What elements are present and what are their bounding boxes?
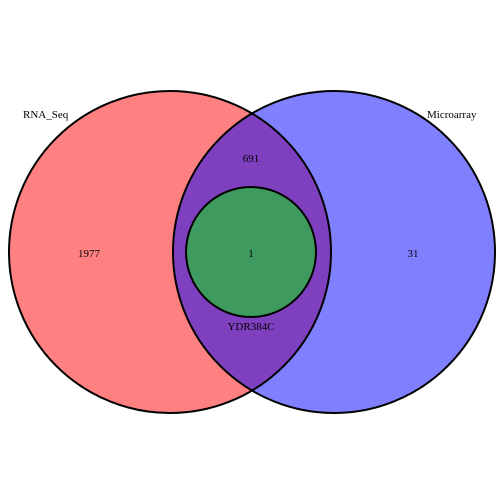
- inner-subset-label: YDR384C: [227, 321, 274, 333]
- microarray-outline: [172, 90, 496, 414]
- count-inner-subset: 1: [248, 248, 254, 260]
- count-microarray-only: 31: [408, 248, 419, 260]
- inner-subset-outline: [185, 186, 317, 318]
- overlap-region: [173, 91, 331, 413]
- rna-seq-outline: [8, 90, 332, 414]
- inner-subset-circle: [186, 187, 316, 317]
- set-label-rna-seq: RNA_Seq: [23, 109, 69, 121]
- count-intersection: 691: [243, 153, 260, 165]
- set-label-microarray: Microarray: [427, 109, 477, 121]
- count-rna-seq-only: 1977: [78, 248, 101, 260]
